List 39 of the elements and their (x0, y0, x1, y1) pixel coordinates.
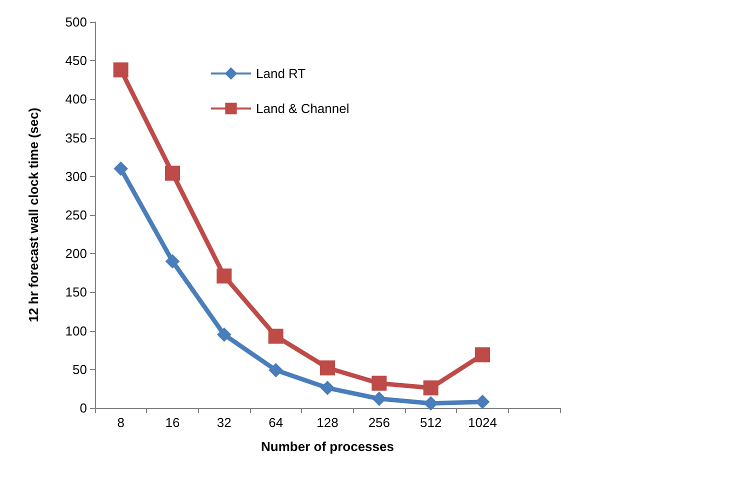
y-axis-title: 12 hr forecast wall clock time (sec) (26, 108, 41, 322)
point (320, 380, 334, 395)
y-tick-label: 0 (80, 400, 87, 416)
x-tick-label: 1024 (468, 415, 497, 430)
x-tick-label: 32 (216, 415, 232, 430)
y-tick-label: 300 (65, 168, 87, 184)
point (475, 347, 490, 362)
point (476, 394, 490, 409)
x-tick-label: 512 (420, 415, 442, 430)
y-tick-label: 100 (65, 323, 87, 338)
legend-label: Land RT (256, 66, 306, 81)
y-tick-label: 450 (65, 53, 87, 68)
y-tick-label: 350 (65, 130, 87, 146)
x-tick-label: 8 (117, 415, 124, 430)
point (372, 376, 387, 391)
y-tick-label: 250 (65, 208, 87, 222)
x-tick-label: 256 (368, 415, 390, 430)
x-axis-title: Number of processes (261, 439, 394, 454)
point (113, 62, 128, 78)
y-tick-label: 500 (65, 14, 87, 30)
y-tick-label: 150 (65, 284, 87, 300)
point (114, 162, 128, 176)
point (217, 328, 232, 342)
legend-label: Land & Channel (256, 101, 350, 116)
x-tick-label: 16 (165, 415, 180, 430)
point (424, 396, 438, 410)
point (268, 328, 284, 344)
x-tick-label: 64 (268, 415, 284, 430)
point (268, 363, 283, 378)
y-tick-label: 200 (65, 246, 87, 262)
point (372, 392, 386, 406)
point (320, 360, 335, 376)
point (166, 254, 180, 268)
y-tick-label: 50 (72, 362, 87, 377)
point (423, 380, 438, 396)
point (216, 268, 232, 284)
y-tick-label: 400 (65, 92, 87, 107)
x-tick-label: 128 (316, 415, 338, 430)
point (165, 166, 180, 181)
